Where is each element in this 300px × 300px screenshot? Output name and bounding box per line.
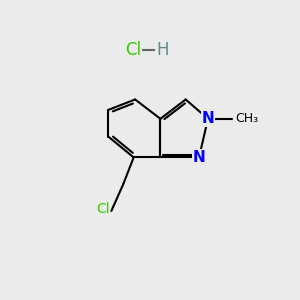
Text: H: H bbox=[156, 41, 168, 59]
Text: CH₃: CH₃ bbox=[235, 112, 258, 125]
Text: N: N bbox=[202, 111, 214, 126]
Text: N: N bbox=[193, 150, 206, 165]
Text: Cl: Cl bbox=[125, 41, 141, 59]
Text: Cl: Cl bbox=[96, 202, 110, 216]
